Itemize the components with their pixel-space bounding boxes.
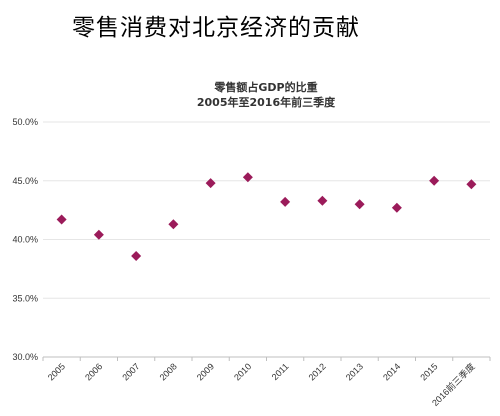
x-tick-label: 2010 <box>232 361 253 382</box>
data-point-marker <box>168 219 179 230</box>
data-points <box>56 172 477 261</box>
y-tick-label: 35.0% <box>12 293 38 303</box>
y-axis-tick-labels: 50.0% 45.0% 40.0% 35.0% 30.0% <box>12 117 38 362</box>
page-heading: 零售消费对北京经济的贡献 <box>72 15 360 41</box>
data-point-marker <box>391 202 402 213</box>
y-tick-label: 45.0% <box>12 176 38 186</box>
data-point-marker <box>242 172 253 183</box>
x-tick-label: 2007 <box>120 361 141 382</box>
chart-subtitle: 2005年至2016年前三季度 <box>197 95 336 109</box>
data-point-marker <box>280 196 291 207</box>
x-tick-label: 2005 <box>46 361 67 382</box>
x-tick-label: 2006 <box>83 361 104 382</box>
data-point-marker <box>429 175 440 186</box>
x-tick-label: 2009 <box>195 361 216 382</box>
x-axis-ticks <box>42 357 491 361</box>
y-tick-label: 30.0% <box>12 352 38 362</box>
data-point-marker <box>205 178 216 189</box>
x-tick-label: 2014 <box>381 361 402 382</box>
x-tick-label: 2008 <box>158 361 179 382</box>
data-point-marker <box>56 214 67 225</box>
data-point-marker <box>93 229 104 240</box>
x-axis-tick-labels: 2005 2006 2007 2008 2009 2010 2011 2012 2013 2014… <box>46 361 477 408</box>
x-tick-label: 2012 <box>307 361 328 382</box>
data-point-marker <box>317 195 328 206</box>
chart-title: 零售额占GDP的比重 <box>213 80 317 94</box>
x-tick-label: 2011 <box>270 361 291 382</box>
y-tick-label: 40.0% <box>12 235 38 245</box>
x-tick-label: 2013 <box>344 361 365 382</box>
data-point-marker <box>131 250 142 261</box>
x-tick-label: 2015 <box>418 361 439 382</box>
y-tick-label: 50.0% <box>12 117 38 127</box>
y-gridlines <box>43 121 490 299</box>
data-point-marker <box>466 179 477 190</box>
data-point-marker <box>354 199 365 210</box>
